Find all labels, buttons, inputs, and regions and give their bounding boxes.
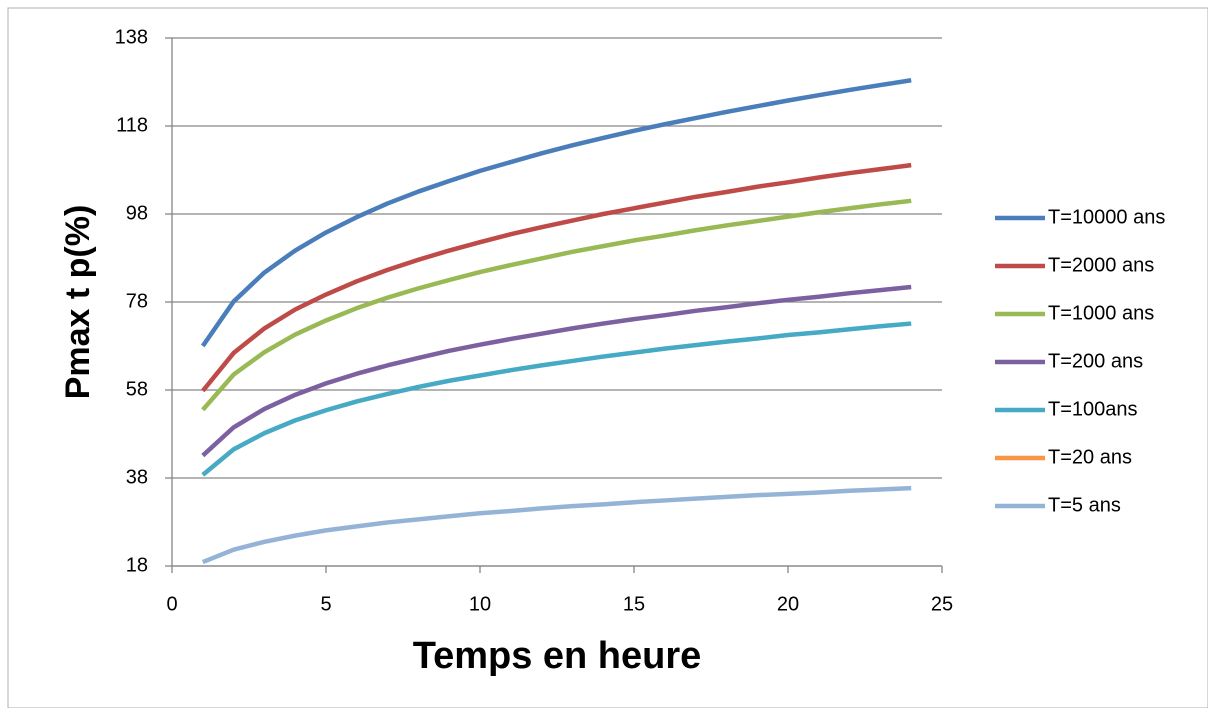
- series-line: [201, 198, 912, 412]
- series-line: [201, 321, 912, 477]
- legend-label: T=5 ans: [1048, 494, 1121, 516]
- series-line: [201, 162, 912, 393]
- x-tick-label: 15: [623, 593, 645, 615]
- x-axis-title: Temps en heure: [413, 635, 702, 677]
- y-tick-label: 98: [126, 202, 148, 224]
- x-tick-label: 10: [469, 593, 491, 615]
- y-tick-label: 78: [126, 290, 148, 312]
- y-tick-label: 138: [115, 26, 148, 48]
- legend-label: T=200 ans: [1048, 350, 1143, 372]
- y-tick-label: 58: [126, 378, 148, 400]
- series-line: [201, 485, 912, 565]
- y-tick-label: 118: [116, 114, 148, 136]
- x-tick-label: 0: [166, 593, 177, 615]
- y-tick-label: 38: [126, 466, 148, 488]
- y-tick-label: 18: [126, 554, 148, 576]
- series-line: [201, 284, 912, 458]
- y-axis-title: Pmax t p(%): [59, 205, 97, 400]
- x-tick-label: 25: [931, 593, 953, 615]
- x-tick-label: 20: [777, 593, 799, 615]
- legend-label: T=20 ans: [1048, 446, 1132, 468]
- series-line: [200, 78, 912, 348]
- legend-label: T=10000 ans: [1048, 206, 1165, 228]
- legend-label: T=1000 ans: [1048, 302, 1154, 324]
- legend-label: T=2000 ans: [1048, 254, 1154, 276]
- x-tick-label: 5: [320, 593, 331, 615]
- legend-label: T=100ans: [1048, 398, 1138, 420]
